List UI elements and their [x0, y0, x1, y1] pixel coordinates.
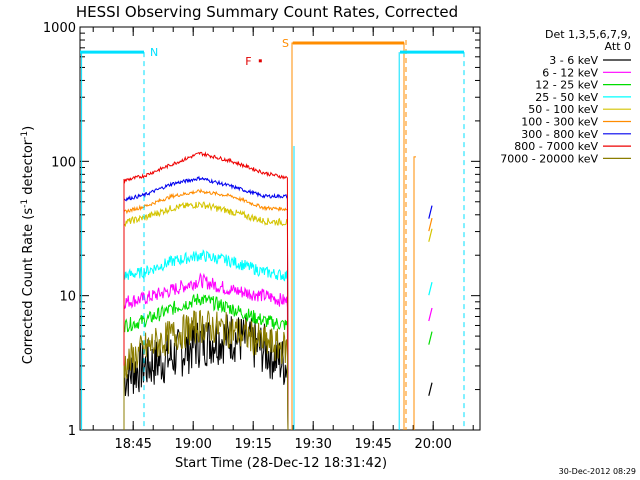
x-tick-label: 18:45	[114, 437, 151, 452]
x-tick-label: 19:45	[354, 437, 391, 452]
late-segment-4	[428, 282, 433, 296]
series-line-4	[123, 249, 289, 431]
chart-title: HESSI Observing Summary Count Rates, Cor…	[76, 3, 458, 21]
y-label-part-3: )	[21, 126, 36, 131]
late-segment-1	[428, 382, 433, 396]
legend-label-4: 25 - 50 keV	[535, 91, 598, 104]
plot-area: 1 10 100 1000 18:45 19:00 19:15 19:30 19:45 20:00…	[43, 21, 481, 452]
series-line-9	[123, 309, 289, 431]
series-line-6	[123, 188, 289, 431]
legend-label-8: 800 - 7000 keV	[514, 140, 598, 153]
y-tick-label: 100	[51, 155, 76, 170]
legend-label-9: 7000 - 20000 keV	[500, 152, 598, 165]
y-axis-label: Corrected Count Rate (s-1 detector-1)	[20, 126, 36, 364]
x-tick-label: 20:00	[414, 437, 451, 452]
saa-flag-line	[291, 42, 405, 430]
y-label-part-2: detector	[21, 139, 36, 199]
late-segment-2	[428, 307, 433, 322]
legend-label-5: 50 - 100 keV	[528, 103, 598, 116]
late-segment-6	[428, 217, 433, 232]
late-segment-7	[428, 205, 433, 219]
y-tick-label: 1000	[43, 21, 76, 36]
series-line-5	[123, 201, 289, 431]
flag-label-F: F	[245, 55, 251, 68]
y-label-part-1: Corrected Count Rate (s	[21, 208, 36, 365]
legend-label-6: 100 - 300 keV	[521, 116, 598, 129]
y-label-sup-2: -1	[20, 131, 30, 140]
legend-label-7: 300 - 800 keV	[521, 128, 598, 141]
series-line-8	[123, 151, 289, 431]
series-line-2	[123, 272, 289, 431]
attenuator-line	[413, 156, 416, 430]
y-tick-label: 10	[59, 290, 76, 305]
series-line-7	[123, 175, 289, 431]
x-tick-label: 19:00	[174, 437, 211, 452]
legend-header-line-1: Det 1,3,5,6,7,9,	[545, 28, 631, 41]
timestamp: 30-Dec-2012 08:29	[559, 467, 636, 476]
x-tick-label: 19:15	[234, 437, 271, 452]
x-tick-label: 19:30	[294, 437, 331, 452]
late-segment-5	[428, 228, 433, 242]
legend-label-2: 6 - 12 keV	[542, 66, 598, 79]
legend-header-line-2: Att 0	[605, 40, 631, 53]
series-line-3	[123, 293, 289, 431]
late-segment-3	[428, 331, 433, 345]
plot-frame	[79, 26, 481, 431]
y-tick-label: 1	[68, 424, 76, 439]
legend-label-1: 3 - 6 keV	[549, 54, 598, 67]
x-axis-label: Start Time (28-Dec-12 18:31:42)	[175, 456, 387, 471]
flag-label-N: N	[150, 46, 158, 59]
flare-marker	[258, 59, 262, 63]
flag-label-S: S	[282, 37, 289, 50]
y-label-sup-1: -1	[20, 199, 30, 208]
legend-label-3: 12 - 25 keV	[535, 79, 598, 92]
